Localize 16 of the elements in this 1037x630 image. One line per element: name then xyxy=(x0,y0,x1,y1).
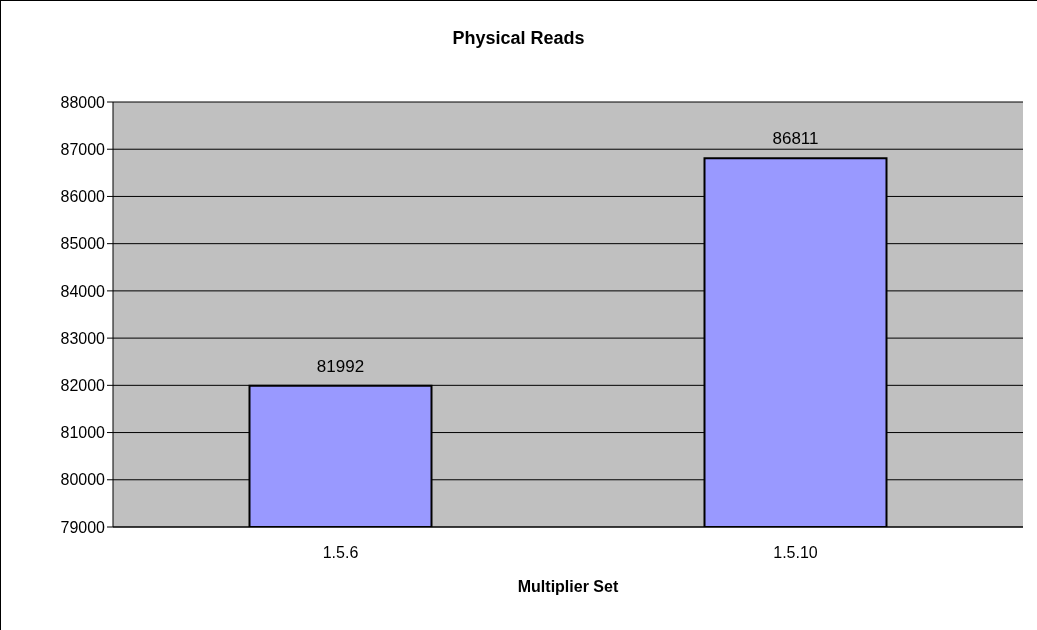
y-tick-label: 80000 xyxy=(60,471,106,489)
y-tick-label: 85000 xyxy=(60,235,106,253)
x-tick-label: 1.5.6 xyxy=(322,544,359,562)
data-label: 81992 xyxy=(316,356,365,376)
y-tick-label: 87000 xyxy=(60,140,106,158)
x-tick-label: 1.5.10 xyxy=(773,544,818,562)
y-tick-label: 84000 xyxy=(60,282,106,300)
y-tick-label: 79000 xyxy=(60,518,106,536)
chart-title: Physical Reads xyxy=(451,28,586,49)
y-tick-label: 83000 xyxy=(60,329,106,347)
y-tick-label: 82000 xyxy=(60,377,106,395)
y-tick-label: 86000 xyxy=(60,188,106,206)
y-tick-label: 88000 xyxy=(60,93,106,111)
y-tick-label: 81000 xyxy=(60,424,106,442)
data-label: 86811 xyxy=(772,129,819,149)
x-axis-title: Multiplier Set xyxy=(517,578,619,595)
